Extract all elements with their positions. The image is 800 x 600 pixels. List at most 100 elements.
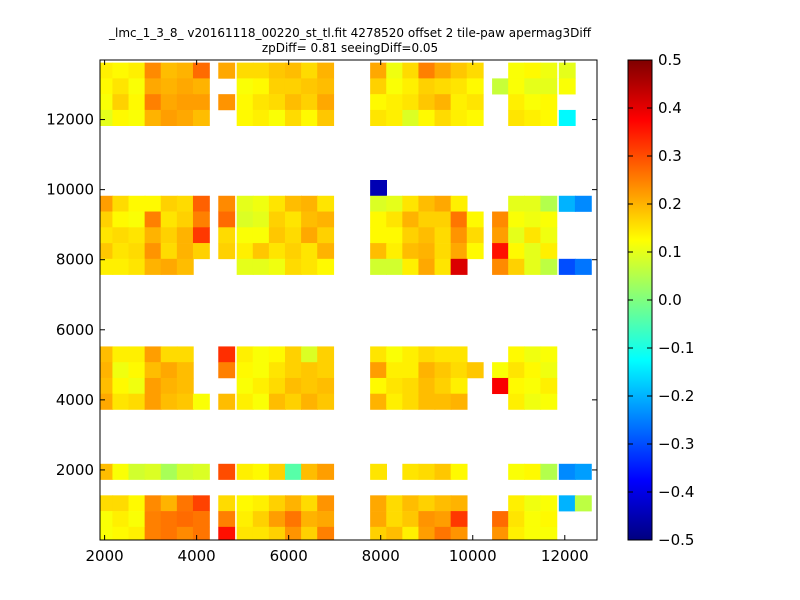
heatmap-cell [386,78,404,95]
heatmap-cell [450,109,468,126]
heatmap-cell [370,258,387,275]
heatmap-cell [144,393,162,410]
heatmap-cell [402,227,420,244]
heatmap-cell [236,243,254,260]
heatmap-cell [450,463,468,480]
heatmap-cell [524,495,542,512]
x-tick-label: 10000 [449,547,497,565]
heatmap-cell [301,495,318,512]
heatmap-cell [160,346,178,363]
heatmap-cell [218,393,236,410]
heatmap-cell [144,211,162,228]
heatmap-cell [508,526,526,540]
heatmap-cell [558,495,576,512]
heatmap-cell [284,94,302,111]
heatmap-cell [434,526,452,540]
heatmap-cell [176,258,194,275]
heatmap-cell [524,78,542,95]
heatmap-cell [284,495,302,512]
heatmap-cell [540,511,558,528]
heatmap-cell [128,211,146,228]
heatmap-cell [218,346,236,363]
heatmap-cell [192,243,210,260]
heatmap-cell [112,227,130,244]
heatmap-cell [236,495,254,512]
heatmap-cell [252,346,270,363]
heatmap-cell [508,62,526,79]
heatmap-cell [176,526,194,540]
heatmap-cell [284,362,302,379]
heatmap-cell [540,109,558,126]
heatmap-cell [466,227,484,244]
heatmap-cell [144,78,162,95]
heatmap-cell [252,526,270,540]
heatmap-cell [524,463,542,480]
heatmap-cell [540,243,558,260]
heatmap-cell [144,495,162,512]
heatmap-cell [492,78,509,95]
heatmap-cell [176,227,194,244]
heatmap-cell [112,346,130,363]
heatmap-cell [284,109,302,126]
heatmap-cell [386,393,404,410]
heatmap-cell [218,526,236,540]
colorbar-ticks: 0.5 0.4 0.3 0.2 0.1 0.0 −0.1 −0.2 −0.3 −0.4 −0.5 [628,51,694,549]
heatmap-cell [268,227,286,244]
colorbar-tick-label: −0.2 [658,387,694,405]
heatmap-cell [160,393,178,410]
heatmap-cell [112,62,130,79]
heatmap-cell [100,526,114,540]
heatmap-cell [402,94,420,111]
heatmap-cell [317,526,335,540]
plot-frame [99,59,598,541]
heatmap-cell [268,346,286,363]
heatmap-cell [144,362,162,379]
heatmap-cell [144,346,162,363]
heatmap-cell [160,94,178,111]
heatmap-cell [176,511,194,528]
heatmap-cell [128,94,146,111]
heatmap-cell [128,526,146,540]
heatmap-cell [524,526,542,540]
heatmap-cell [370,94,387,111]
heatmap-cell [284,346,302,363]
axes: 2000 4000 6000 8000 10000 12000 2000 4000 6000 80… [46,60,597,565]
heatmap-cell [284,227,302,244]
heatmap-cell [160,227,178,244]
heatmap-cell [112,526,130,540]
heatmap-cell [252,195,270,212]
heatmap-cell [128,109,146,126]
heatmap-cell [508,258,526,275]
heatmap-cell [450,377,468,395]
y-tick-label: 4000 [56,391,94,409]
heatmap-cell [386,377,404,395]
heatmap-cell [144,94,162,111]
heatmap-cell [402,62,420,79]
heatmap-cell [128,78,146,95]
heatmap-cell [508,346,526,363]
heatmap-cell [268,109,286,126]
y-tick-label: 2000 [56,461,94,479]
heatmap-cell [492,243,509,260]
heatmap-cell [112,377,130,395]
y-tick-label: 6000 [56,321,94,339]
heatmap-cell [418,62,436,79]
heatmap-cell [284,211,302,228]
heatmap-cell [100,243,114,260]
heatmap-cell [450,243,468,260]
heatmap-cell [402,377,420,395]
heatmap-cell [450,495,468,512]
heatmap-cell [128,346,146,363]
heatmap-cell [252,393,270,410]
heatmap-cell [434,362,452,379]
heatmap-cell [128,511,146,528]
heatmap-cell [100,258,114,275]
heatmap-cell [540,62,558,79]
heatmap-cell [252,94,270,111]
heatmap-cell [192,511,210,528]
heatmap-cell [252,62,270,79]
heatmap-cell [540,346,558,363]
heatmap-cell [192,211,210,228]
heatmap-cell [418,393,436,410]
